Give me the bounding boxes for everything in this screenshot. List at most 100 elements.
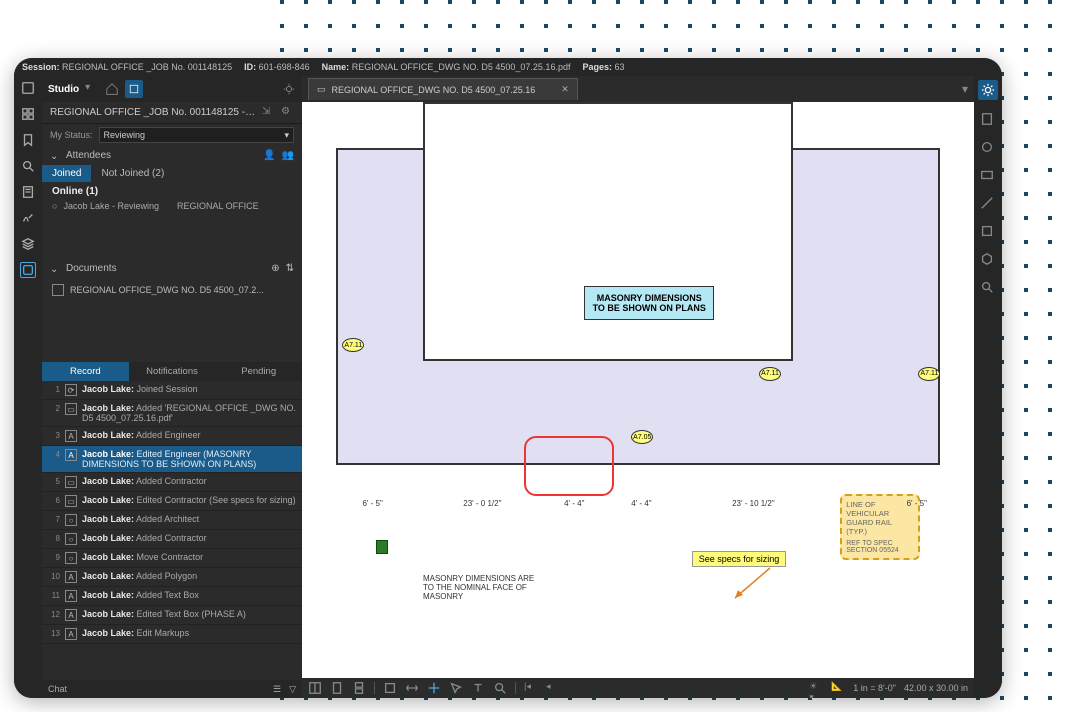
record-type-icon: A	[65, 628, 77, 640]
record-number: 2	[48, 403, 60, 413]
record-number: 9	[48, 552, 60, 562]
layers-icon[interactable]	[20, 236, 36, 252]
record-row[interactable]: 5 ▭ Jacob Lake: Added Contractor	[42, 473, 302, 492]
arrow-annotation[interactable]	[725, 563, 775, 603]
documents-header[interactable]: ⌄ Documents ⊕ ⇅	[42, 259, 302, 278]
follow-icon[interactable]: 👤	[263, 150, 275, 161]
doc-icon: ▭	[317, 84, 326, 95]
record-row[interactable]: 7 ○ Jacob Lake: Added Architect	[42, 511, 302, 530]
tab-pending[interactable]: Pending	[215, 362, 302, 381]
prev-page-icon[interactable]: ◂	[546, 681, 560, 695]
record-row[interactable]: 6 ▭ Jacob Lake: Edited Contractor (See s…	[42, 492, 302, 511]
invite-icon[interactable]: 👥	[282, 150, 294, 161]
tab-notifications[interactable]: Notifications	[129, 362, 216, 381]
record-type-icon: ▭	[65, 495, 77, 507]
tab-joined[interactable]: Joined	[42, 165, 91, 182]
record-number: 5	[48, 476, 60, 486]
measure-icon[interactable]	[980, 196, 996, 212]
attendees-list: Online (1) ○ Jacob Lake - Reviewing REGI…	[42, 182, 302, 219]
filter-icon[interactable]: ▽	[289, 684, 296, 695]
record-row[interactable]: 1 ⟳ Jacob Lake: Joined Session	[42, 381, 302, 400]
sort-icon[interactable]: ⇅	[286, 263, 294, 274]
settings-icon[interactable]: ⚙	[281, 106, 294, 119]
text-icon[interactable]	[471, 681, 485, 695]
record-tabs: Record Notifications Pending	[42, 362, 302, 381]
record-row[interactable]: 9 ○ Jacob Lake: Move Contractor	[42, 549, 302, 568]
add-doc-icon[interactable]: ⊕	[271, 263, 279, 274]
record-number: 13	[48, 628, 60, 638]
record-row[interactable]: 13 A Jacob Lake: Edit Markups	[42, 625, 302, 644]
record-number: 8	[48, 533, 60, 543]
attendee-row[interactable]: ○ Jacob Lake - Reviewing REGIONAL OFFICE	[52, 197, 292, 215]
document-tab[interactable]: ▭ REGIONAL OFFICE_DWG NO. D5 4500_07.25.…	[308, 78, 578, 100]
sets-icon[interactable]	[980, 140, 996, 156]
record-number: 6	[48, 495, 60, 505]
search-icon[interactable]	[20, 158, 36, 174]
bookmarks-icon[interactable]	[20, 132, 36, 148]
links-icon[interactable]	[980, 168, 996, 184]
chat-label[interactable]: Chat	[48, 684, 67, 694]
single-page-icon[interactable]	[330, 681, 344, 695]
file-access-icon[interactable]	[20, 80, 36, 96]
leave-icon[interactable]: ⇲	[262, 106, 275, 119]
gear-icon[interactable]	[978, 80, 998, 100]
record-type-icon: A	[65, 430, 77, 442]
drawing-canvas[interactable]: MASONRY DIMENSIONS TO BE SHOWN ON PLANS …	[302, 102, 974, 678]
status-bar: |◂ ◂ ☀ ▾ 📐 1 in = 8'-0" 42.00 x 30.00 in	[302, 678, 974, 698]
detail-bubble: A7.11	[759, 367, 781, 381]
sheet-icon[interactable]	[980, 224, 996, 240]
masonry-note: MASONRY DIMENSIONS ARE TO THE NOMINAL FA…	[423, 574, 543, 601]
record-number: 4	[48, 449, 60, 459]
first-page-icon[interactable]: |◂	[524, 681, 538, 695]
brightness-icon[interactable]: ☀ ▾	[809, 681, 823, 695]
app-window: Session: REGIONAL OFFICE _JOB No. 001148…	[14, 58, 1002, 698]
select-icon[interactable]	[449, 681, 463, 695]
left-rail	[14, 76, 42, 698]
home-icon[interactable]	[105, 82, 119, 96]
online-label: Online (1)	[52, 186, 292, 197]
sticky-note-icon[interactable]	[376, 540, 388, 554]
zoom-icon[interactable]	[493, 681, 507, 695]
record-row[interactable]: 12 A Jacob Lake: Edited Text Box (PHASE …	[42, 606, 302, 625]
record-type-icon: A	[65, 571, 77, 583]
studio-icon[interactable]	[20, 262, 36, 278]
properties-icon[interactable]	[980, 112, 996, 128]
sidebar-footer: Chat ☰ ▽	[42, 680, 302, 698]
measure-icon[interactable]: 📐	[831, 681, 845, 695]
record-list: 1 ⟳ Jacob Lake: Joined Session2 ▭ Jacob …	[42, 381, 302, 680]
record-row[interactable]: 11 A Jacob Lake: Added Text Box	[42, 587, 302, 606]
chevron-down-icon[interactable]: ▾	[85, 82, 99, 96]
list-icon[interactable]: ☰	[273, 684, 281, 695]
record-row[interactable]: 8 ○ Jacob Lake: Added Contractor	[42, 530, 302, 549]
scale-display[interactable]: 1 in = 8'-0"	[853, 683, 896, 693]
status-select[interactable]: Reviewing▾	[99, 127, 294, 143]
tab-record[interactable]: Record	[42, 362, 129, 381]
record-row[interactable]: 2 ▭ Jacob Lake: Added 'REGIONAL OFFICE _…	[42, 400, 302, 427]
search-icon[interactable]	[980, 280, 996, 296]
record-row[interactable]: 4 A Jacob Lake: Edited Engineer (MASONRY…	[42, 446, 302, 473]
fit-width-icon[interactable]	[405, 681, 419, 695]
document-item[interactable]: REGIONAL OFFICE_DWG NO. D5 4500_07.2...	[42, 278, 302, 302]
close-icon[interactable]: ✕	[561, 84, 569, 95]
session-square-icon[interactable]	[125, 80, 143, 98]
thumbnails-icon[interactable]	[20, 106, 36, 122]
three-d-icon[interactable]	[980, 252, 996, 268]
fit-page-icon[interactable]	[383, 681, 397, 695]
building-outline	[423, 102, 793, 361]
attendees-header[interactable]: ⌄ Attendees 👤 👥	[42, 146, 302, 165]
record-row[interactable]: 3 A Jacob Lake: Added Engineer	[42, 427, 302, 446]
sidebar: Studio ▾ REGIONAL OFFICE _JOB No. 001148…	[42, 76, 302, 698]
forms-icon[interactable]	[20, 184, 36, 200]
masonry-callout[interactable]: MASONRY DIMENSIONS TO BE SHOWN ON PLANS	[584, 286, 714, 320]
signatures-icon[interactable]	[20, 210, 36, 226]
revision-cloud[interactable]	[524, 436, 614, 496]
chevron-down-icon[interactable]: ▾	[962, 82, 968, 96]
session-info: Session: REGIONAL OFFICE _JOB No. 001148…	[22, 62, 232, 72]
tab-not-joined[interactable]: Not Joined (2)	[91, 165, 174, 182]
tools-icon[interactable]	[282, 82, 296, 96]
record-type-icon: ⟳	[65, 384, 77, 396]
continuous-icon[interactable]	[352, 681, 366, 695]
pan-icon[interactable]	[427, 681, 441, 695]
split-icon[interactable]	[308, 681, 322, 695]
record-row[interactable]: 10 A Jacob Lake: Added Polygon	[42, 568, 302, 587]
